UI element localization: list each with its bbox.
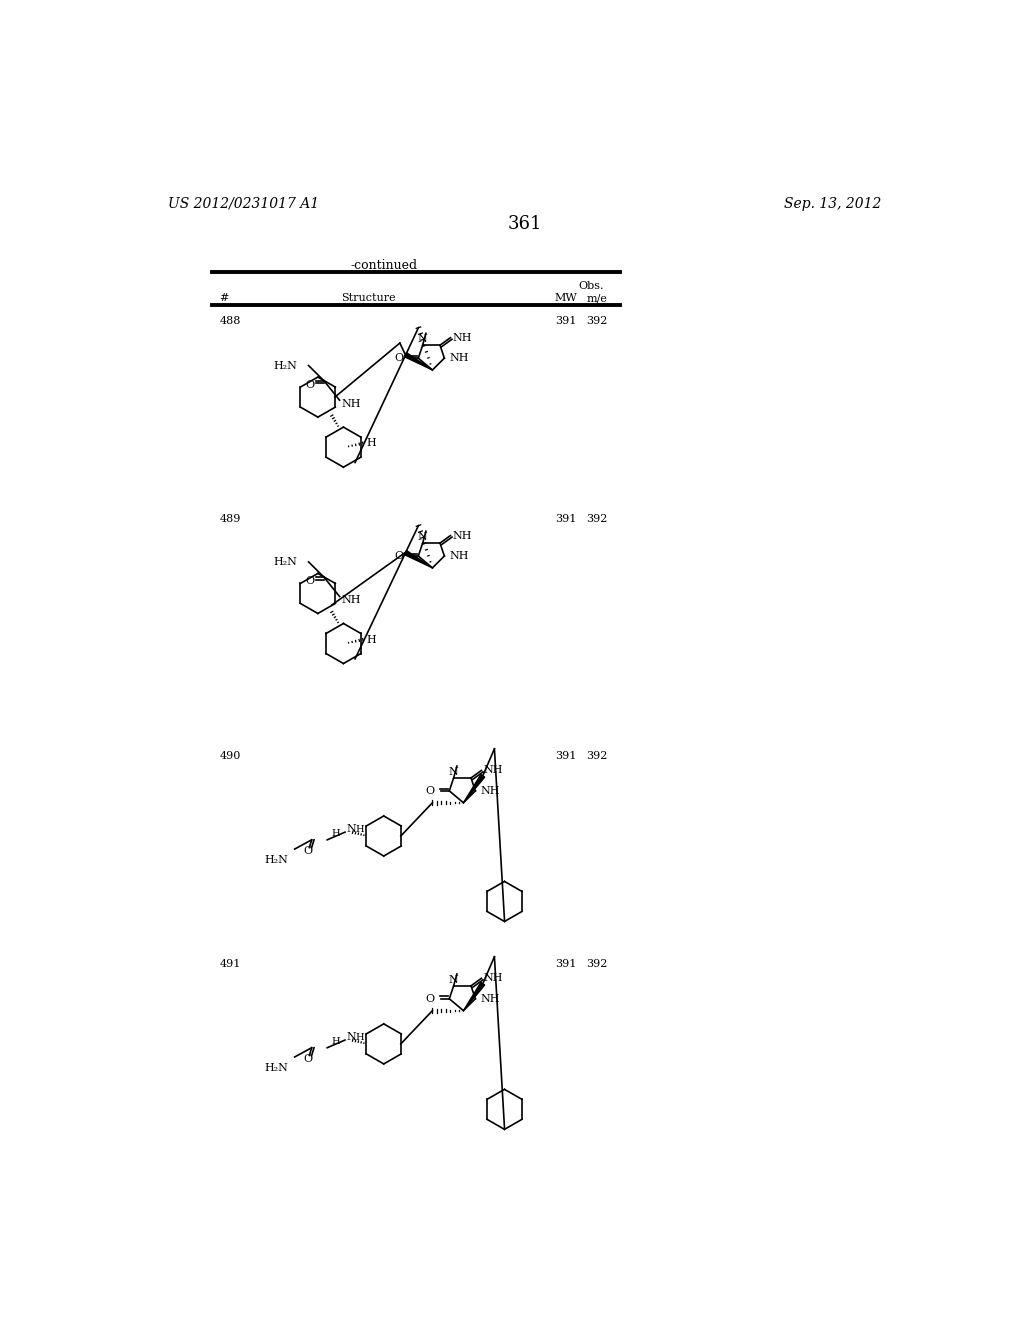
Text: NH: NH (342, 595, 361, 606)
Text: -continued: -continued (350, 259, 418, 272)
Text: N: N (418, 532, 428, 543)
Text: H: H (367, 438, 377, 449)
Text: H: H (356, 825, 365, 834)
Polygon shape (404, 352, 432, 370)
Text: US 2012/0231017 A1: US 2012/0231017 A1 (168, 197, 319, 211)
Text: NH: NH (453, 333, 472, 343)
Text: H₂N: H₂N (264, 855, 289, 865)
Text: 391: 391 (555, 515, 577, 524)
Text: N: N (346, 824, 356, 834)
Text: NH: NH (483, 766, 503, 775)
Text: 361: 361 (508, 215, 542, 232)
Text: NH: NH (342, 399, 361, 409)
Text: Obs.: Obs. (579, 281, 604, 290)
Text: 391: 391 (555, 751, 577, 762)
Text: N: N (346, 1032, 356, 1041)
Text: Structure: Structure (341, 293, 395, 304)
Text: NH: NH (483, 973, 503, 983)
Text: H₂N: H₂N (273, 360, 297, 371)
Text: NH: NH (449, 550, 469, 561)
Text: 490: 490 (219, 751, 241, 762)
Polygon shape (464, 982, 484, 1011)
Text: 392: 392 (586, 515, 607, 524)
Text: 489: 489 (219, 515, 241, 524)
Text: O: O (305, 380, 314, 389)
Text: H: H (356, 1034, 365, 1041)
Text: m/e: m/e (587, 293, 607, 304)
Text: H: H (332, 1038, 340, 1045)
Text: 488: 488 (219, 317, 241, 326)
Text: 392: 392 (586, 960, 607, 969)
Text: NH: NH (453, 531, 472, 541)
Text: O: O (303, 846, 312, 855)
Polygon shape (464, 775, 484, 803)
Text: H₂N: H₂N (264, 1063, 289, 1073)
Text: O: O (395, 550, 403, 561)
Text: Sep. 13, 2012: Sep. 13, 2012 (784, 197, 882, 211)
Text: MW: MW (555, 293, 578, 304)
Text: H₂N: H₂N (273, 557, 297, 566)
Text: H: H (367, 635, 377, 644)
Text: O: O (303, 1053, 312, 1064)
Polygon shape (404, 550, 432, 568)
Text: 392: 392 (586, 751, 607, 762)
Text: 392: 392 (586, 317, 607, 326)
Text: 391: 391 (555, 317, 577, 326)
Text: #: # (219, 293, 228, 304)
Text: N: N (418, 334, 428, 345)
Text: NH: NH (480, 994, 500, 1003)
Text: O: O (305, 576, 314, 586)
Text: N: N (449, 974, 459, 985)
Text: O: O (426, 785, 435, 796)
Text: H: H (332, 829, 340, 838)
Text: N: N (449, 767, 459, 777)
Text: O: O (426, 994, 435, 1003)
Text: NH: NH (480, 785, 500, 796)
Text: 491: 491 (219, 960, 241, 969)
Text: NH: NH (449, 354, 469, 363)
Text: 391: 391 (555, 960, 577, 969)
Text: O: O (395, 354, 403, 363)
